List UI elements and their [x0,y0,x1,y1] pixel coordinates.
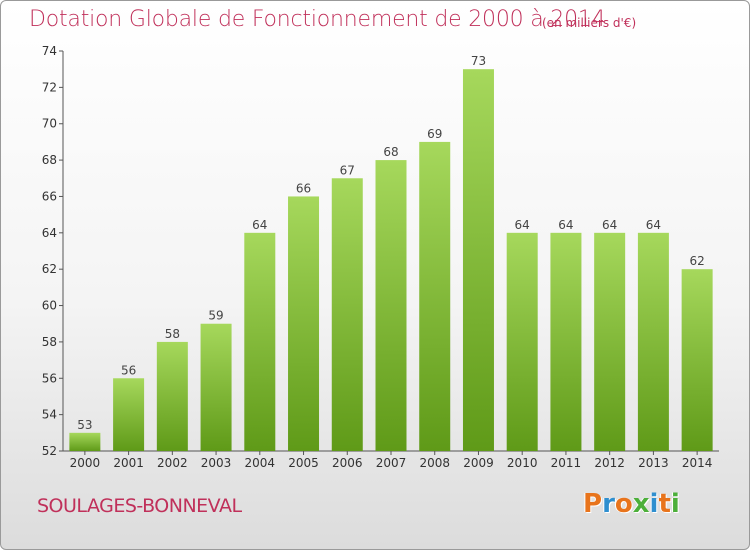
brand-letter: i [649,489,659,519]
x-tick-label: 2008 [419,456,450,470]
bar [419,141,451,451]
bar [681,269,713,451]
x-tick-label: 2009 [463,456,494,470]
bar-value-label: 66 [296,181,311,195]
brand-letter: x [632,489,650,519]
y-tick-label: 56 [42,371,57,385]
x-tick-label: 2011 [551,456,582,470]
bar [637,232,669,451]
bar-value-label: 64 [646,218,661,232]
brand-letter: t [658,489,671,519]
bar [550,232,582,451]
y-tick-label: 70 [42,117,57,131]
x-tick-label: 2013 [638,456,669,470]
brand-letter: i [670,489,680,519]
bar-value-label: 58 [165,327,180,341]
y-tick-label: 64 [42,226,57,240]
bar-value-label: 64 [252,218,267,232]
y-tick-label: 58 [42,335,57,349]
x-tick-label: 2006 [332,456,363,470]
bar-value-label: 62 [689,254,704,268]
x-tick-label: 2007 [376,456,407,470]
bar [462,69,494,451]
y-tick-label: 54 [42,408,57,422]
brand-logo[interactable]: Proxiti [583,489,680,519]
x-tick-label: 2003 [201,456,232,470]
y-tick-label: 74 [42,44,57,58]
x-tick-label: 2002 [157,456,188,470]
bar [288,196,320,451]
unit-label: (en milliers d'€) [542,16,637,30]
x-tick-label: 2004 [245,456,276,470]
x-tick-label: 2014 [682,456,713,470]
bar [506,232,538,451]
y-tick-label: 66 [42,189,57,203]
x-tick-label: 2001 [113,456,144,470]
bar-value-label: 64 [515,218,530,232]
bar-value-label: 69 [427,127,442,141]
bar-value-label: 53 [77,418,92,432]
chart-axes: 52 54 56 58 60 62 64 66 68 70 72 74 2000 2001 2002 2003… [42,44,719,470]
bar-value-label: 64 [602,218,617,232]
brand-letter: r [602,489,615,519]
bar-value-label: 64 [558,218,573,232]
bar-value-label: 73 [471,54,486,68]
location-name: SOULAGES-BONNEVAL [37,495,242,517]
y-tick-label: 52 [42,444,57,458]
chart-title: Dotation Globale de Fonctionnement de 20… [29,7,606,32]
bar-value-label: 67 [340,163,355,177]
brand-letter: P [583,489,603,519]
y-tick-label: 62 [42,262,57,276]
bar [375,160,407,451]
y-tick-label: 72 [42,80,57,94]
bar-series: 53 56 58 59 64 66 67 68 69 73 64 64 64 64 62 [69,54,713,452]
bar [244,232,276,451]
bar-value-label: 56 [121,363,136,377]
bar [594,232,626,451]
bar [113,378,145,451]
bar-value-label: 59 [208,309,223,323]
bar [331,178,363,452]
x-tick-label: 2005 [288,456,319,470]
x-tick-label: 2010 [507,456,538,470]
x-tick-label: 2012 [594,456,625,470]
bar [69,432,101,451]
bar [156,341,188,451]
y-tick-label: 60 [42,299,57,313]
x-tick-label: 2000 [70,456,101,470]
bar-value-label: 68 [383,145,398,159]
bar [200,323,232,451]
y-tick-label: 68 [42,153,57,167]
brand-letter: o [614,489,633,519]
